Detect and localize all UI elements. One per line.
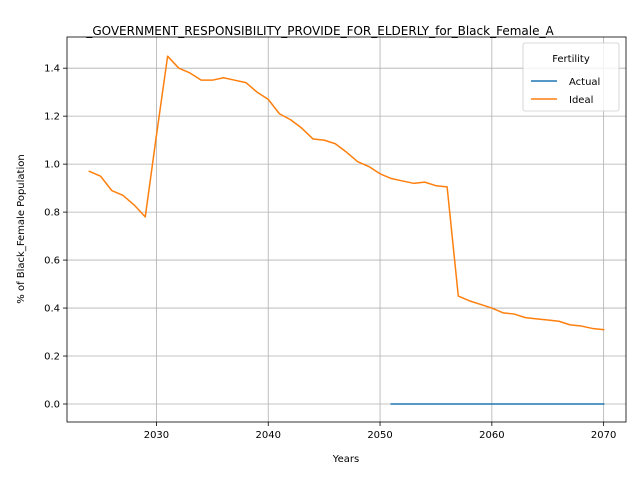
legend-label-ideal: Ideal	[569, 95, 593, 106]
y-tick-label: 0.8	[44, 208, 60, 219]
legend-box	[522, 42, 620, 112]
x-tick-label: 2030	[144, 430, 169, 441]
series-layer	[88, 55, 605, 405]
y-tick-label: 1.2	[44, 112, 60, 123]
y-tick-label: 0.4	[44, 304, 60, 315]
plot-frame	[66, 36, 627, 423]
x-tick-label: 2060	[479, 430, 504, 441]
legend-label-actual: Actual	[569, 77, 600, 88]
x-tick-label: 2050	[367, 430, 392, 441]
series-line-ideal	[88, 55, 605, 331]
x-tick-label: 2040	[256, 430, 281, 441]
y-tick-label: 1.0	[44, 160, 60, 171]
x-tick-label: 2070	[591, 430, 616, 441]
legend-title: Fertility	[552, 54, 590, 65]
chart-title: _GOVERNMENT_RESPONSIBILITY_PROVIDE_FOR_E…	[85, 24, 554, 38]
y-tick-label: 1.4	[44, 64, 60, 75]
y-tick-label: 0.2	[44, 352, 60, 363]
legend: Fertility Actual Ideal	[522, 42, 620, 112]
axes-layer: 2030 2040 2050 2060 2070 0.0 0.2 0.4 0.6 0.8 1.0 1.…	[44, 36, 627, 441]
y-tick-label: 0.0	[44, 400, 60, 411]
x-axis-label: Years	[332, 454, 359, 465]
y-tick-label: 0.6	[44, 256, 60, 267]
y-axis-label: % of Black_Female Population	[16, 154, 27, 303]
